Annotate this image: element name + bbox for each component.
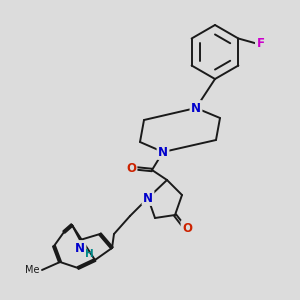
Text: N: N xyxy=(143,191,153,205)
Text: O: O xyxy=(126,161,136,175)
Text: Me: Me xyxy=(26,265,40,275)
Text: F: F xyxy=(256,37,264,50)
Text: N: N xyxy=(75,242,85,254)
Text: N: N xyxy=(158,146,168,158)
Text: H: H xyxy=(85,249,93,259)
Text: N: N xyxy=(191,101,201,115)
Text: O: O xyxy=(182,221,192,235)
